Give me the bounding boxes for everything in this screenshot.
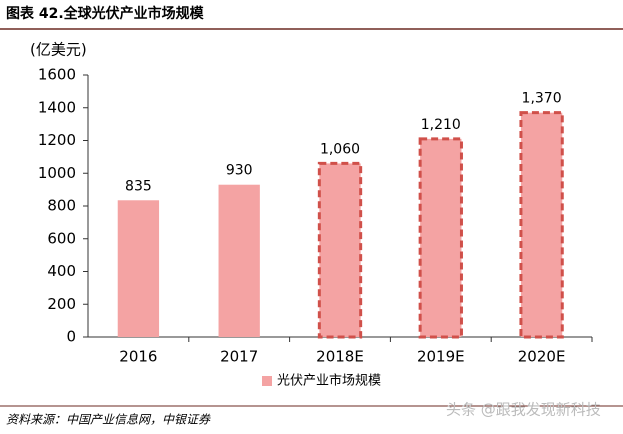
legend-swatch bbox=[262, 376, 272, 386]
unit-label: (亿美元) bbox=[30, 41, 87, 59]
y-tick-label: 0 bbox=[66, 328, 76, 346]
value-label: 1,370 bbox=[522, 91, 562, 107]
source-note: 资料来源：中国产业信息网，中银证券 bbox=[6, 413, 211, 427]
value-label: 1,210 bbox=[421, 117, 461, 133]
x-tick-label: 2016 bbox=[119, 348, 157, 366]
bar bbox=[317, 161, 363, 339]
y-tick-label: 600 bbox=[47, 229, 76, 247]
value-label: 835 bbox=[125, 178, 152, 194]
x-tick-label: 2019E bbox=[417, 348, 465, 366]
value-label: 1,060 bbox=[320, 141, 360, 157]
y-tick-label: 200 bbox=[47, 295, 76, 313]
bar bbox=[418, 137, 463, 339]
bar bbox=[117, 200, 160, 337]
y-tick-label: 1400 bbox=[38, 98, 76, 116]
y-tick-label: 800 bbox=[47, 197, 76, 215]
x-tick-label: 2018E bbox=[316, 348, 364, 366]
x-tick-label: 2017 bbox=[220, 348, 258, 366]
y-tick-label: 1600 bbox=[38, 66, 76, 84]
x-tick-label: 2020E bbox=[518, 348, 566, 366]
y-tick-label: 1200 bbox=[38, 131, 76, 149]
value-label: 930 bbox=[226, 163, 253, 179]
chart-title: 图表 42.全球光伏产业市场规模 bbox=[6, 5, 205, 22]
bar bbox=[519, 111, 564, 339]
legend-label: 光伏产业市场规模 bbox=[277, 373, 381, 389]
y-tick-label: 400 bbox=[47, 262, 76, 280]
watermark: 头条 @跟我发现新科技 bbox=[446, 401, 601, 419]
y-tick-label: 1000 bbox=[38, 164, 76, 182]
bar bbox=[218, 184, 260, 337]
